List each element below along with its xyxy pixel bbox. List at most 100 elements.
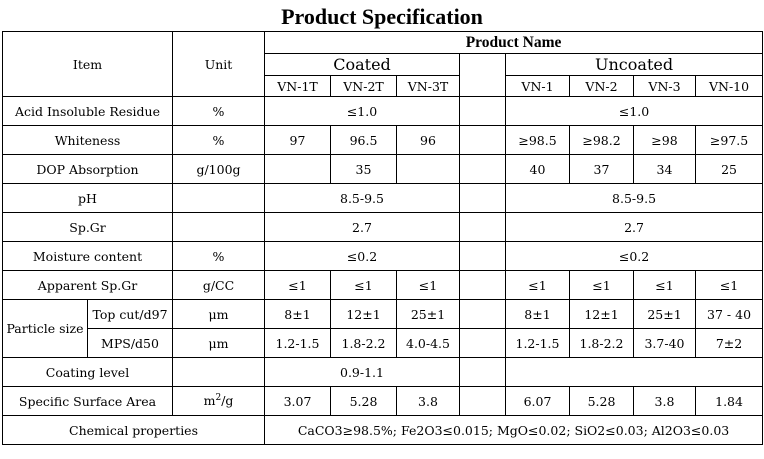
row-unit: %	[172, 241, 265, 271]
spacer-cell	[459, 183, 506, 213]
coated-value: 2.7	[264, 212, 460, 242]
cell-value: ≥98.5	[505, 125, 570, 155]
cell-value: ≥97.5	[694, 125, 764, 155]
row-unit: %	[172, 96, 265, 126]
row-label: Moisture content	[2, 241, 173, 271]
row-unit: m2/g	[172, 386, 265, 416]
table-row: Acid Insoluble Residue % ≤1.0 ≤1.0	[2, 96, 764, 126]
empty-cell	[264, 154, 331, 184]
cell-value: 1.84	[694, 386, 764, 416]
cell-value: 37 - 40	[694, 299, 764, 329]
row-unit: g/CC	[172, 270, 265, 300]
table-row: Particle size Top cut/d97 μm 8±1 12±1 25…	[2, 299, 764, 358]
table-row: Coating level 0.9-1.1	[2, 357, 764, 387]
code-vn-10: VN-10	[694, 75, 764, 97]
cell-value: 7±2	[694, 328, 764, 358]
coated-value: ≤1.0	[264, 96, 460, 126]
code-vn-1: VN-1	[505, 75, 570, 97]
item-header: Item	[2, 31, 173, 97]
cell-value: ≤1	[694, 270, 764, 300]
row-unit	[172, 183, 265, 213]
cell-value: 6.07	[505, 386, 570, 416]
cell-value: ≥98	[633, 125, 696, 155]
table-row: DOP Absorption g/100g 35 40 37 34 25	[2, 154, 764, 184]
row-label: DOP Absorption	[2, 154, 173, 184]
cell-value: 1.8-2.2	[569, 328, 634, 358]
spacer-cell	[459, 241, 506, 271]
row-unit: μm	[172, 328, 265, 358]
coated-value: 8.5-9.5	[264, 183, 460, 213]
sub-row-label: Top cut/d97	[87, 299, 173, 329]
table-row: Specific Surface Area m2/g 3.07 5.28 3.8…	[2, 386, 764, 416]
cell-value: 4.0-4.5	[396, 328, 460, 358]
cell-value: ≤1	[505, 270, 570, 300]
cell-value: 40	[505, 154, 570, 184]
uncoated-value: ≤0.2	[504, 241, 764, 271]
coated-value: ≤0.2	[264, 241, 460, 271]
cell-value: 8±1	[505, 299, 570, 329]
cell-value: ≤1	[396, 270, 460, 300]
row-unit: g/100g	[172, 154, 265, 184]
product-name-header: Product Name	[263, 31, 764, 54]
cell-value: 25	[694, 154, 764, 184]
spacer-cell	[459, 154, 506, 184]
code-vn-3t: VN-3T	[396, 75, 460, 97]
empty-cell	[396, 154, 460, 184]
uncoated-value	[504, 357, 764, 387]
cell-value: 96	[396, 125, 460, 155]
spacer-cell	[459, 328, 506, 358]
row-label: Coating level	[2, 357, 173, 387]
row-unit: μm	[172, 299, 265, 329]
spacer-cell	[459, 270, 506, 300]
table-row: Apparent Sp.Gr g/CC ≤1 ≤1 ≤1 ≤1 ≤1 ≤1 ≤1	[2, 270, 764, 300]
cell-value: 35	[330, 154, 397, 184]
table-row: Chemical properties CaCO3≥98.5%; Fe2O3≤0…	[2, 415, 764, 445]
cell-value: 3.8	[633, 386, 696, 416]
chemical-value: CaCO3≥98.5%; Fe2O3≤0.015; MgO≤0.02; SiO2…	[263, 415, 764, 445]
code-vn-3: VN-3	[633, 75, 696, 97]
row-label: pH	[2, 183, 173, 213]
row-label: Sp.Gr	[2, 212, 173, 242]
table-row: Sp.Gr 2.7 2.7	[2, 212, 764, 242]
table-row: pH 8.5-9.5 8.5-9.5	[2, 183, 764, 213]
uncoated-header: Uncoated	[504, 53, 764, 76]
row-unit: %	[172, 125, 265, 155]
cell-value: ≤1	[569, 270, 634, 300]
row-label: Acid Insoluble Residue	[2, 96, 173, 126]
cell-value: 96.5	[330, 125, 397, 155]
table-row: MPS/d50 μm 1.2-1.5 1.8-2.2 4.0-4.5 1.2-1…	[3, 328, 764, 358]
unit-base: m	[203, 393, 216, 409]
row-label: Chemical properties	[2, 415, 265, 445]
table-row: Whiteness % 97 96.5 96 ≥98.5 ≥98.2 ≥98 ≥…	[2, 125, 764, 155]
row-unit	[172, 212, 265, 242]
spacer-cell	[459, 386, 506, 416]
unit-superscript: 2	[215, 393, 222, 404]
cell-value: 3.8	[396, 386, 460, 416]
spacer-cell	[459, 125, 506, 155]
unit-header: Unit	[172, 31, 265, 97]
row-label: Apparent Sp.Gr	[2, 270, 173, 300]
coated-value: 0.9-1.1	[264, 357, 460, 387]
code-vn-1t: VN-1T	[264, 75, 331, 97]
spec-table: Item Unit Product Name Coated Uncoated V…	[2, 31, 764, 445]
cell-value: ≤1	[633, 270, 696, 300]
cell-value: 25±1	[396, 299, 460, 329]
spacer-cell	[459, 212, 506, 242]
row-label: Whiteness	[2, 125, 173, 155]
row-label: Particle size	[2, 299, 88, 358]
cell-value: 3.7-40	[633, 328, 696, 358]
cell-value: 1.8-2.2	[330, 328, 397, 358]
cell-value: 5.28	[330, 386, 397, 416]
unit-tail: /g	[221, 393, 234, 409]
cell-value: ≤1	[330, 270, 397, 300]
coated-header: Coated	[264, 53, 460, 76]
cell-value: 1.2-1.5	[505, 328, 570, 358]
table-row: Moisture content % ≤0.2 ≤0.2	[2, 241, 764, 271]
page-title: Product Specification	[281, 4, 483, 29]
cell-value: 12±1	[569, 299, 634, 329]
cell-value: ≤1	[264, 270, 331, 300]
cell-value: 8±1	[264, 299, 331, 329]
cell-value: 97	[264, 125, 331, 155]
code-vn-2t: VN-2T	[330, 75, 397, 97]
cell-value: 5.28	[569, 386, 634, 416]
